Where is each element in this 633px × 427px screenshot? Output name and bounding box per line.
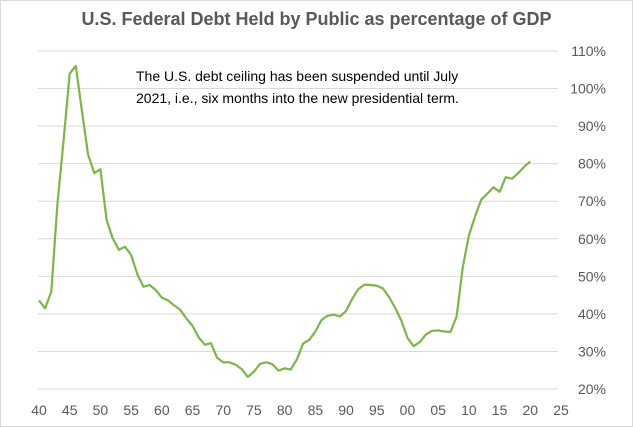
x-tick-label: 70	[215, 402, 231, 418]
x-tick-label: 05	[430, 402, 446, 418]
chart-annotation: The U.S. debt ceiling has been suspended…	[136, 68, 459, 106]
x-tick-label: 40	[31, 402, 47, 418]
x-tick-label: 20	[523, 402, 539, 418]
y-tick-label: 80%	[578, 156, 606, 172]
y-tick-label: 30%	[578, 343, 606, 359]
debt-series-line	[38, 64, 532, 379]
x-tick-label: 10	[461, 402, 477, 418]
x-tick-label: 25	[553, 402, 569, 418]
x-tick-label: 60	[154, 402, 170, 418]
x-tick-label: 75	[246, 402, 262, 418]
y-tick-label: 20%	[578, 381, 606, 397]
chart-title: U.S. Federal Debt Held by Public as perc…	[81, 9, 552, 29]
x-tick-label: 95	[369, 402, 385, 418]
x-tick-label: 15	[492, 402, 508, 418]
x-tick-label: 55	[123, 402, 139, 418]
x-tick-label: 50	[93, 402, 109, 418]
y-tick-label: 50%	[578, 268, 606, 284]
y-tick-label: 110%	[571, 43, 606, 59]
x-tick-label: 90	[338, 402, 354, 418]
y-tick-label: 90%	[578, 118, 606, 134]
x-tick-label: 00	[400, 402, 416, 418]
y-tick-label: 100%	[570, 81, 606, 97]
x-tick-label: 85	[308, 402, 324, 418]
y-tick-label: 40%	[578, 306, 606, 322]
x-tick-label: 65	[185, 402, 201, 418]
y-tick-label: 60%	[578, 231, 606, 247]
x-tick-label: 45	[62, 402, 78, 418]
x-tick-label: 80	[277, 402, 293, 418]
y-tick-label: 70%	[578, 193, 606, 209]
